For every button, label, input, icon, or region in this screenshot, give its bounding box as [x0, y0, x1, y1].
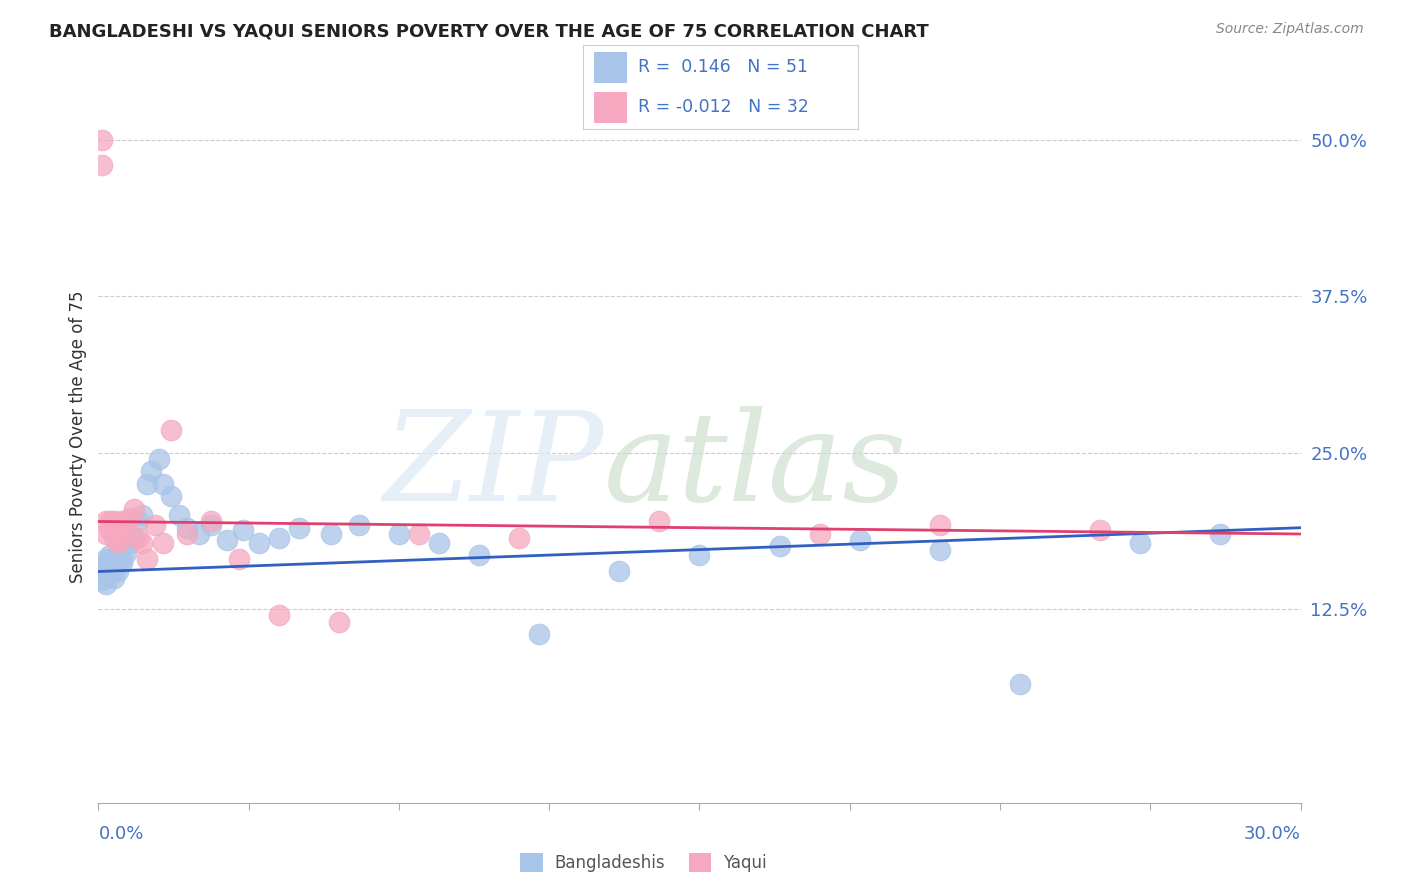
Point — [228, 552, 250, 566]
Point — [648, 515, 671, 529]
Point — [96, 515, 118, 529]
Point — [288, 521, 311, 535]
Point — [139, 465, 162, 479]
Point — [187, 527, 209, 541]
Point — [176, 521, 198, 535]
Point — [508, 531, 530, 545]
Point — [124, 502, 146, 516]
Point — [769, 540, 792, 554]
Point — [103, 515, 125, 529]
Text: Yaqui: Yaqui — [723, 854, 766, 871]
Point — [427, 535, 450, 549]
Point — [215, 533, 238, 548]
Point — [131, 508, 153, 523]
Point — [111, 515, 134, 529]
Text: atlas: atlas — [603, 406, 907, 527]
Point — [107, 565, 129, 579]
Point — [247, 535, 270, 549]
Point — [1010, 677, 1032, 691]
Point — [529, 627, 551, 641]
Point — [120, 535, 142, 549]
Point — [96, 577, 118, 591]
Point — [1209, 527, 1232, 541]
Point — [267, 608, 290, 623]
Point — [91, 573, 114, 587]
Point — [152, 535, 174, 549]
Point — [107, 548, 129, 562]
Point — [152, 477, 174, 491]
Text: ZIP: ZIP — [382, 406, 603, 527]
Point — [91, 158, 114, 172]
Point — [159, 490, 181, 504]
Point — [347, 518, 370, 533]
Text: R = -0.012   N = 32: R = -0.012 N = 32 — [638, 98, 810, 116]
Point — [100, 556, 122, 570]
Point — [111, 556, 134, 570]
Point — [100, 548, 122, 562]
Point — [111, 531, 134, 545]
FancyBboxPatch shape — [595, 92, 627, 122]
Point — [115, 546, 138, 560]
Point — [408, 527, 430, 541]
Point — [107, 527, 129, 541]
Point — [111, 552, 134, 566]
Text: 0.0%: 0.0% — [98, 825, 143, 843]
Point — [100, 523, 122, 537]
Point — [96, 560, 118, 574]
Point — [100, 560, 122, 574]
Text: 30.0%: 30.0% — [1244, 825, 1301, 843]
Point — [103, 556, 125, 570]
Point — [200, 518, 222, 533]
Point — [468, 548, 491, 562]
Point — [176, 527, 198, 541]
Point — [689, 548, 711, 562]
Point — [609, 565, 631, 579]
Point — [103, 565, 125, 579]
Point — [1129, 535, 1152, 549]
FancyBboxPatch shape — [595, 53, 627, 83]
Point — [200, 515, 222, 529]
Point — [159, 423, 181, 437]
Point — [808, 527, 831, 541]
Point — [120, 510, 142, 524]
Point — [96, 527, 118, 541]
Point — [96, 552, 118, 566]
Point — [131, 535, 153, 549]
Point — [267, 531, 290, 545]
Point — [135, 477, 157, 491]
Point — [143, 518, 166, 533]
Point — [91, 133, 114, 147]
Point — [167, 508, 190, 523]
Point — [849, 533, 872, 548]
Point — [135, 552, 157, 566]
Point — [128, 531, 150, 545]
Point — [232, 523, 254, 537]
Point — [128, 515, 150, 529]
Point — [1088, 523, 1111, 537]
Point — [148, 452, 170, 467]
Point — [319, 527, 342, 541]
Y-axis label: Seniors Poverty Over the Age of 75: Seniors Poverty Over the Age of 75 — [69, 291, 87, 583]
Point — [103, 571, 125, 585]
Point — [91, 558, 114, 573]
Point — [929, 543, 952, 558]
Point — [328, 615, 350, 629]
Text: BANGLADESHI VS YAQUI SENIORS POVERTY OVER THE AGE OF 75 CORRELATION CHART: BANGLADESHI VS YAQUI SENIORS POVERTY OVE… — [49, 22, 929, 40]
Point — [124, 531, 146, 545]
Point — [107, 535, 129, 549]
Point — [96, 568, 118, 582]
Point — [929, 518, 952, 533]
Point — [115, 521, 138, 535]
Point — [388, 527, 411, 541]
Text: Source: ZipAtlas.com: Source: ZipAtlas.com — [1216, 22, 1364, 37]
Point — [91, 565, 114, 579]
Text: Bangladeshis: Bangladeshis — [554, 854, 665, 871]
Point — [100, 565, 122, 579]
Point — [100, 515, 122, 529]
Text: R =  0.146   N = 51: R = 0.146 N = 51 — [638, 59, 808, 77]
Point — [103, 531, 125, 545]
